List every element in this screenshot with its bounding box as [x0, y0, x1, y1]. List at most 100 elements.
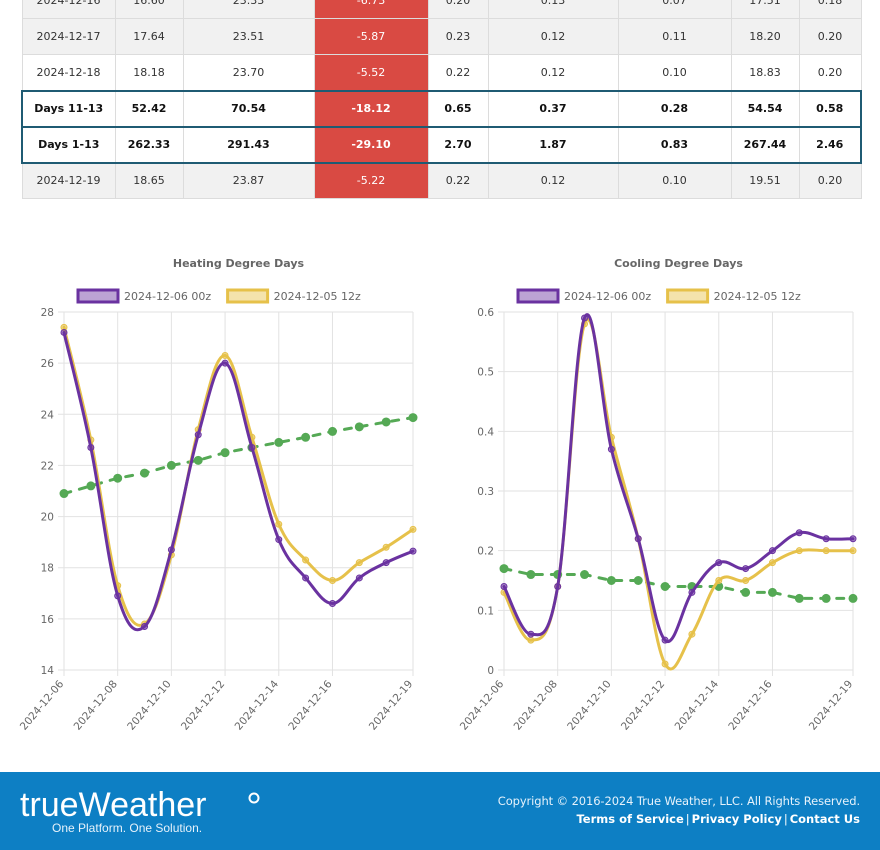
data-point: [275, 520, 283, 528]
legend-label: 2024-12-05 12z: [714, 290, 801, 303]
table-cell: 23.33: [182, 0, 315, 19]
x-tick-label: 2024-12-16: [726, 678, 775, 733]
x-tick-label: 2024-12-08: [72, 678, 120, 732]
data-point: [409, 547, 417, 555]
privacy-policy-link[interactable]: Privacy Policy: [691, 812, 782, 826]
data-point: [381, 417, 391, 427]
table-cell: 2.70: [427, 125, 489, 164]
y-tick-label: 0.3: [477, 486, 494, 498]
table-cell: 0.58: [798, 89, 862, 128]
row-label-cell: 2024-12-19: [21, 162, 116, 199]
y-tick-label: 20: [41, 512, 54, 524]
x-tick-label: 2024-12-10: [125, 678, 173, 732]
x-tick-label: 2024-12-06: [458, 678, 507, 733]
y-tick-label: 14: [41, 665, 55, 677]
data-point: [742, 565, 750, 573]
table-cell: -29.10: [313, 125, 429, 164]
y-tick-label: 0.2: [477, 546, 494, 558]
x-tick-label: 2024-12-14: [233, 678, 282, 733]
data-point: [302, 574, 310, 582]
y-tick-label: 24: [41, 409, 55, 421]
heating-degree-days-svg: Heating Degree Days 2024-12-06 00z 2024-12…: [18, 257, 418, 733]
data-point: [581, 314, 589, 322]
table-cell: 23.70: [182, 54, 315, 91]
y-tick-label: 0.1: [477, 605, 494, 617]
table-cell: 0.28: [617, 89, 732, 128]
table-row: 2024-12-19 18.65 23.87 -5.22 0.22 0.12 0.10 19.…: [21, 162, 862, 199]
data-point: [849, 547, 857, 555]
degree-symbol-icon: [248, 792, 260, 804]
row-label-cell: Days 11-13: [21, 89, 116, 128]
x-tick-label: 2024-12-12: [179, 678, 227, 732]
trend-series-line: [62, 416, 415, 496]
table-cell: 0.20: [427, 0, 489, 19]
data-point: [113, 473, 123, 483]
table-cell: 52.42: [114, 89, 184, 128]
table-cell: 18.65: [114, 162, 184, 199]
table-cell: 18.83: [730, 54, 800, 91]
data-point: [822, 535, 830, 543]
table-cell: 0.12: [487, 162, 619, 199]
data-point: [767, 587, 777, 597]
data-point: [688, 588, 696, 596]
data-point: [580, 570, 590, 580]
table-cell: 16.60: [114, 0, 184, 19]
table-cell: 0.22: [427, 54, 489, 91]
table-cell: 0.20: [798, 54, 862, 91]
x-tick-label: 2024-12-14: [673, 678, 722, 733]
chart-title: Heating Degree Days: [173, 257, 305, 270]
table-cell: 0.23: [427, 18, 489, 55]
data-point: [527, 636, 535, 644]
data-point: [821, 593, 831, 603]
data-point: [688, 630, 696, 638]
table-cell: 70.54: [182, 89, 315, 128]
row-label-cell: 2024-12-18: [21, 54, 116, 91]
data-point: [527, 630, 535, 638]
data-point: [661, 636, 669, 644]
trend-series-line: [502, 567, 855, 600]
table-cell: 267.44: [730, 125, 800, 164]
data-point: [220, 448, 230, 458]
table-cell: 17.51: [730, 0, 800, 19]
data-point: [221, 359, 229, 367]
logo-tagline: One Platform. One Solution.: [52, 821, 202, 835]
legend-swatch: [666, 288, 710, 304]
table-cell: 0.18: [798, 0, 862, 19]
table-cell: 1.87: [487, 125, 619, 164]
contact-us-link[interactable]: Contact Us: [789, 812, 860, 826]
data-point: [248, 444, 256, 452]
data-point: [606, 576, 616, 585]
table-cell: 0.20: [798, 162, 862, 199]
terms-of-service-link[interactable]: Terms of Service: [576, 812, 684, 826]
data-point: [194, 431, 202, 439]
x-tick-label: 2024-12-10: [565, 678, 613, 732]
degree-days-table: 2024-12-16 16.60 23.33 -6.73 0.20 0.13 0.07 17.…: [21, 0, 862, 199]
y-tick-label: 0.5: [477, 367, 494, 379]
table-cell: 0.83: [617, 125, 732, 164]
x-tick-label: 2024-12-06: [18, 678, 67, 733]
table-cell: 2.46: [798, 125, 862, 164]
table-cell: 262.33: [114, 125, 184, 164]
data-point: [327, 426, 337, 436]
trueweather-logo[interactable]: trueWeather One Platform. One Solution.: [20, 782, 280, 842]
legend-label: 2024-12-05 12z: [274, 290, 361, 303]
data-point: [768, 547, 776, 555]
data-point: [60, 328, 68, 336]
x-tick-label: 2024-12-08: [512, 678, 560, 732]
chart-title: Cooling Degree Days: [614, 257, 743, 270]
data-point: [408, 413, 418, 423]
table-cell: 54.54: [730, 89, 800, 128]
forecast-series-line: [502, 313, 855, 644]
data-point: [409, 525, 417, 533]
legend-swatch: [516, 288, 560, 304]
table-cell: 0.10: [617, 54, 732, 91]
data-point: [741, 587, 751, 597]
cooling-degree-days-chart: Cooling Degree Days 2024-12-06 00z 2024-12…: [440, 248, 880, 748]
x-tick-label: 2024-12-19: [367, 678, 415, 732]
x-tick-label: 2024-12-19: [807, 678, 855, 732]
cooling-degree-days-svg: Cooling Degree Days 2024-12-06 00z 2024-12…: [458, 257, 858, 733]
data-point: [354, 422, 364, 432]
table-cell: 0.12: [487, 18, 619, 55]
heating-degree-days-chart: Heating Degree Days 2024-12-06 00z 2024-12…: [0, 248, 440, 748]
table-cell: 19.51: [730, 162, 800, 199]
